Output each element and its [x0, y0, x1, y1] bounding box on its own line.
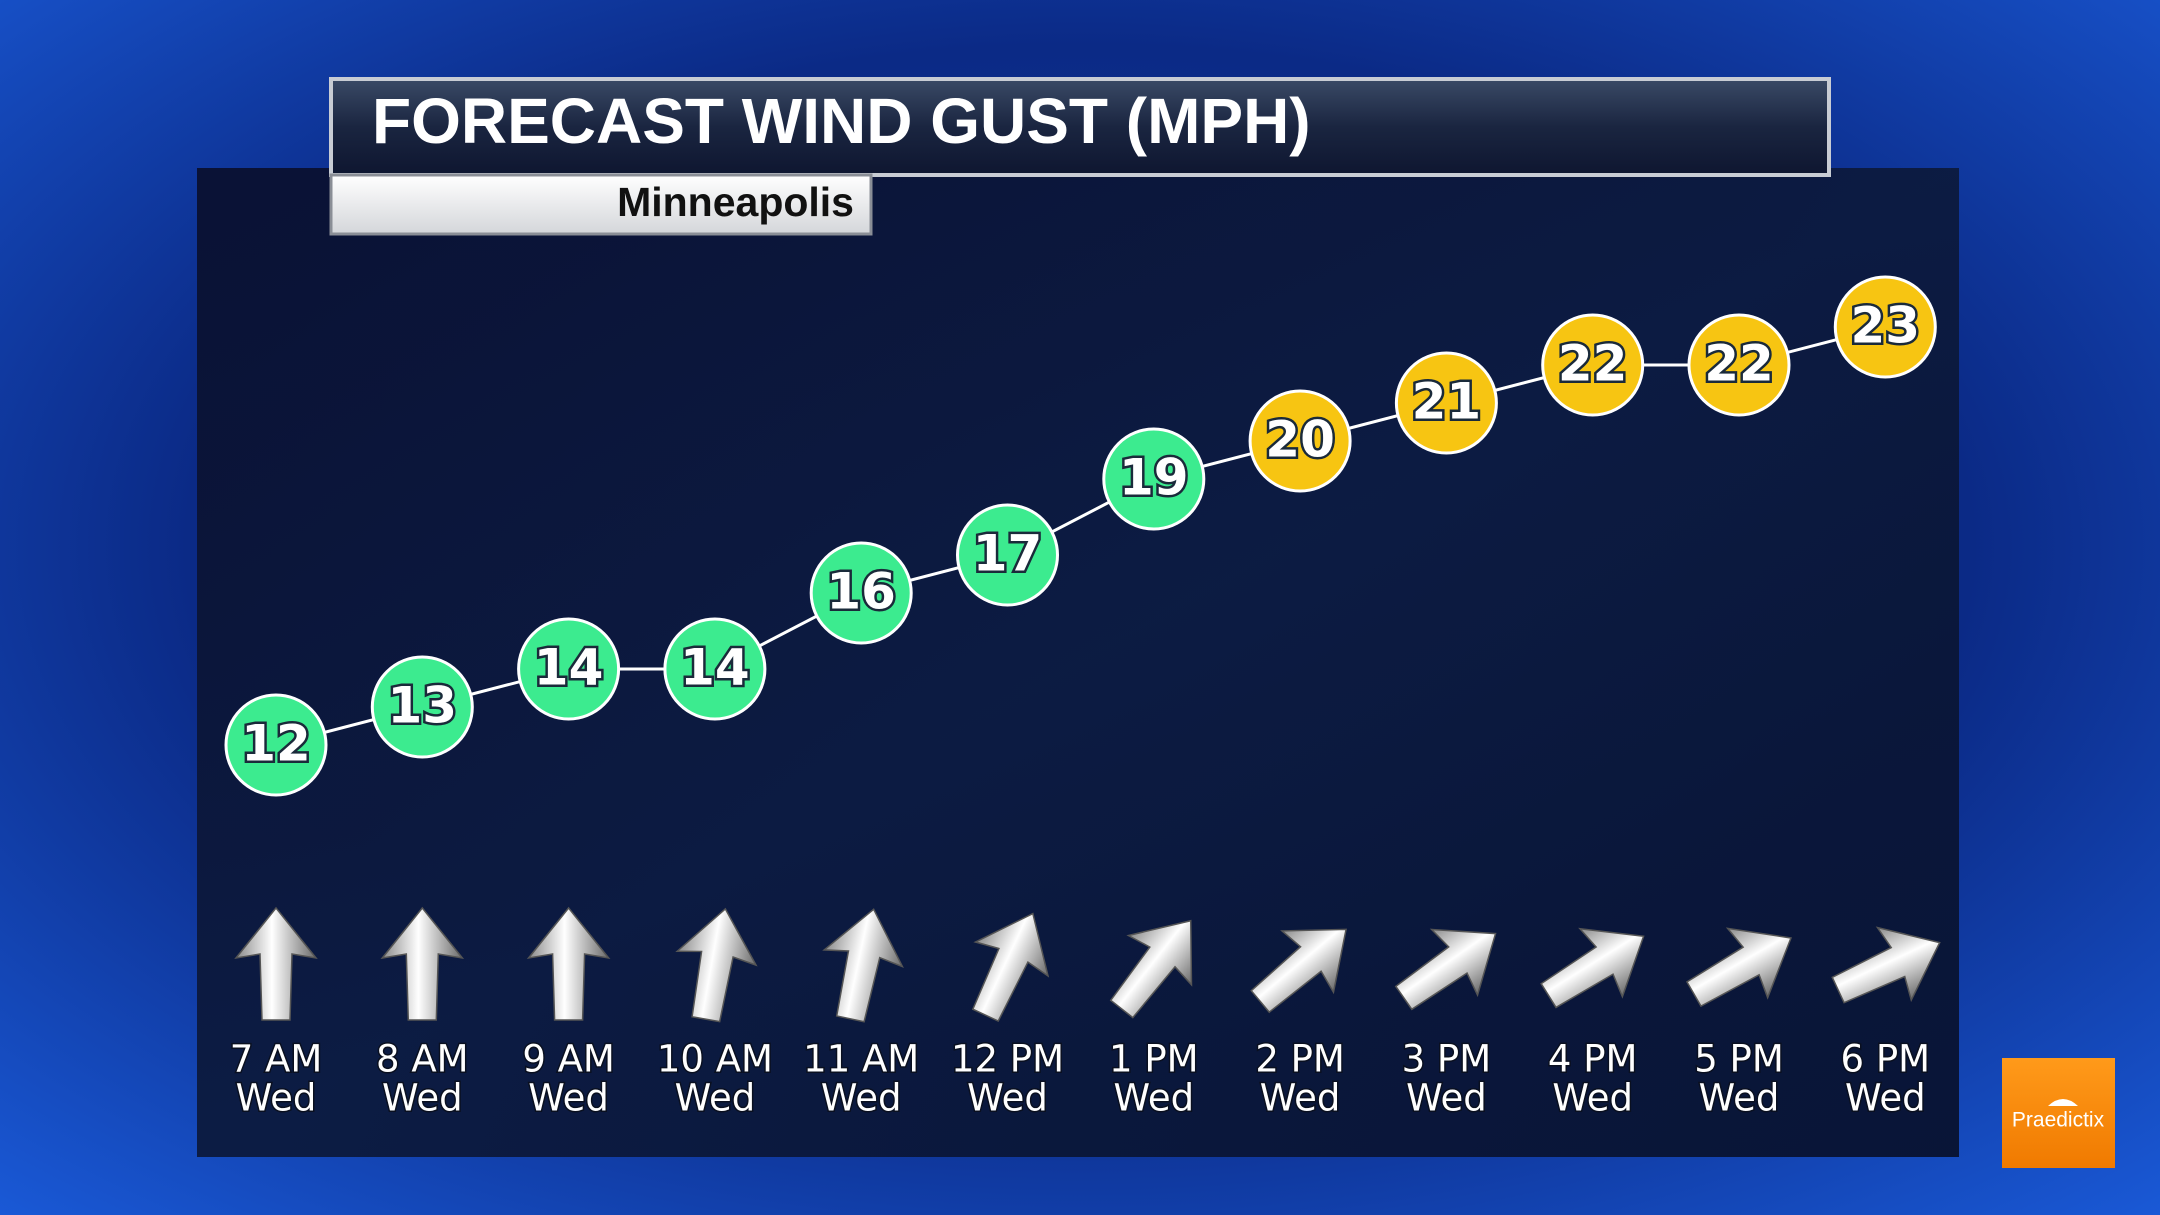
wind-arrow: [1394, 928, 1497, 1011]
wind-arrow-shape: [380, 906, 465, 1021]
panel: [197, 168, 1959, 1157]
wind-arrow-shape: [1394, 928, 1497, 1011]
data-label: 14: [534, 639, 604, 697]
wind-arrow-shape: [1250, 928, 1347, 1014]
wind-arrow: [1540, 927, 1645, 1009]
data-point: [663, 617, 767, 721]
data-label: 17: [973, 525, 1043, 583]
data-label: 21: [1412, 373, 1482, 431]
x-tick-day: Wed: [821, 1077, 902, 1120]
wind-arrow: [380, 906, 465, 1021]
logo: [2002, 1058, 2115, 1168]
wind-arrow: [1831, 926, 1941, 1004]
wind-arrow: [526, 906, 611, 1021]
wind-arrow: [1685, 927, 1793, 1008]
data-point: [1394, 351, 1498, 455]
x-tick-label: 6 PM: [1841, 1038, 1931, 1081]
x-tick-day: Wed: [382, 1077, 463, 1120]
wind-arrow-shape: [1685, 927, 1793, 1008]
x-tick-label: 9 AM: [522, 1038, 615, 1081]
x-tick-label: 11 AM: [803, 1038, 919, 1081]
chart-title: FORECAST WIND GUST (MPH): [372, 85, 1311, 157]
data-point: [956, 503, 1059, 607]
title-bar: [329, 77, 1831, 177]
data-point: [224, 693, 328, 797]
x-tick-day: Wed: [1552, 1077, 1633, 1120]
x-tick-label: 7 AM: [230, 1038, 323, 1081]
x-tick-day: Wed: [675, 1077, 756, 1120]
wind-arrow: [1250, 928, 1347, 1014]
x-tick-day: Wed: [1406, 1077, 1487, 1120]
data-label: 22: [1704, 335, 1774, 393]
wind-arrow: [1109, 919, 1193, 1019]
data-point: [1248, 389, 1352, 493]
data-label: 14: [680, 639, 750, 697]
x-tick-label: 8 AM: [376, 1038, 469, 1081]
logo-text: Praedictix: [2012, 1109, 2105, 1132]
data-label: 20: [1265, 411, 1335, 469]
x-tick-day: Wed: [1260, 1077, 1341, 1120]
x-tick-label: 2 PM: [1255, 1038, 1345, 1081]
data-label: 23: [1851, 297, 1921, 355]
data-point: [809, 541, 913, 645]
data-point: [1833, 275, 1937, 379]
x-tick-day: Wed: [1113, 1077, 1194, 1120]
wind-arrow-shape: [1109, 919, 1193, 1019]
wind-arrow: [822, 908, 904, 1023]
data-point: [1102, 427, 1206, 531]
data-point: [370, 655, 474, 759]
data-label: 13: [388, 677, 458, 735]
data-label: 16: [826, 563, 896, 621]
data-label: 22: [1558, 335, 1628, 393]
x-tick-day: Wed: [967, 1077, 1048, 1120]
wind-arrow: [234, 906, 318, 1021]
wind-arrow: [675, 907, 758, 1023]
data-point: [517, 617, 621, 721]
x-tick-label: 1 PM: [1109, 1038, 1199, 1081]
data-point: [1687, 313, 1791, 417]
wind-arrow-shape: [234, 906, 318, 1021]
x-tick-day: Wed: [1699, 1077, 1780, 1120]
x-tick-day: Wed: [236, 1077, 317, 1120]
data-label: 19: [1119, 449, 1189, 507]
wind-arrow-shape: [526, 906, 611, 1021]
logo-icon: [2048, 1099, 2078, 1106]
data-point: [1541, 313, 1645, 417]
x-tick-label: 5 PM: [1694, 1038, 1784, 1081]
subtitle-bar: [329, 173, 873, 236]
x-tick-day: Wed: [1845, 1077, 1926, 1120]
x-tick-label: 12 PM: [951, 1038, 1064, 1081]
wind-arrow-shape: [1540, 927, 1645, 1009]
subtitle: Minneapolis: [617, 179, 854, 225]
wind-arrow-shape: [822, 908, 904, 1023]
wind-arrow-shape: [1831, 926, 1941, 1004]
x-tick-label: 10 AM: [657, 1038, 773, 1081]
data-label: 12: [241, 715, 311, 773]
wind-arrow-shape: [971, 912, 1050, 1023]
wind-arrow-shape: [675, 907, 758, 1023]
x-tick-label: 4 PM: [1548, 1038, 1638, 1081]
wind-arrow: [971, 912, 1050, 1023]
x-tick-label: 3 PM: [1402, 1038, 1492, 1081]
x-tick-day: Wed: [528, 1077, 609, 1120]
